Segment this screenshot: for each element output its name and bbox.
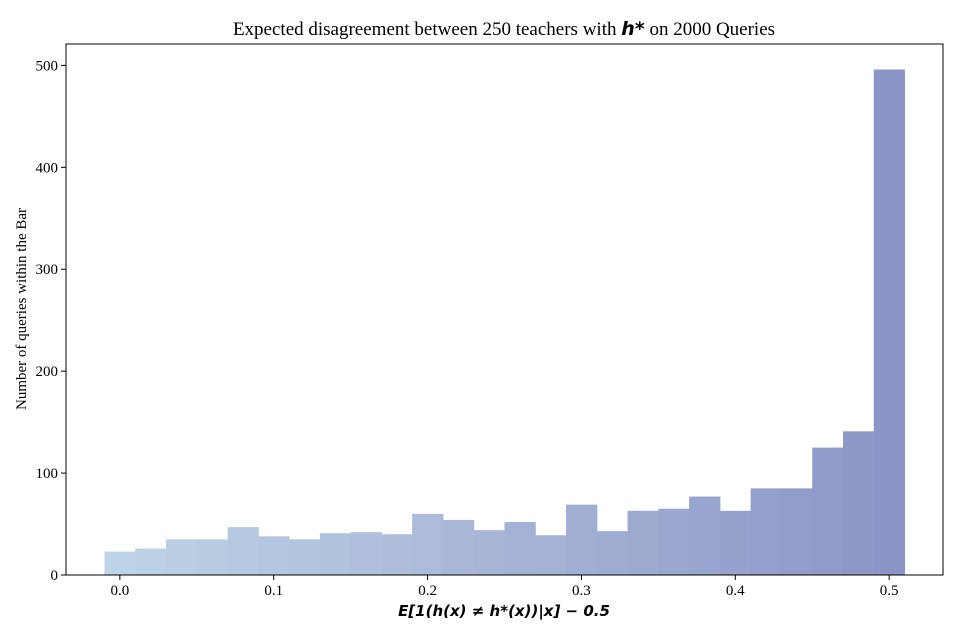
bars-group [104,69,906,575]
histogram-bar [873,69,906,575]
y-tick-label: 100 [36,466,59,482]
y-axis-label: Number of queries within the Bar [14,208,30,410]
histogram-bar [227,527,259,575]
y-tick-label: 300 [36,262,59,278]
histogram-bar [166,539,198,575]
x-tick-label: 0.0 [110,583,129,599]
y-tick-label: 500 [36,58,59,74]
histogram-bar [319,533,352,575]
x-axis-label: E[1(h(x) ≠ h*(x))|x] − 0.5 [398,602,610,621]
y-tick-label: 200 [36,364,59,380]
histogram-bar [812,447,844,575]
chart-title: Expected disagreement between 250 teache… [233,18,775,40]
y-axis-ticks: 0 100 200 300 400 500 [36,58,66,584]
x-tick-label: 0.5 [880,583,899,599]
histogram-bar [135,548,167,575]
histogram-bar [596,531,629,575]
chart-title-prefix: Expected disagreement between 250 teache… [233,19,621,40]
histogram-bar [258,536,290,575]
y-tick-label: 400 [36,160,59,176]
histogram-bar [350,532,382,575]
histogram-bar [781,488,813,575]
x-tick-label: 0.2 [418,583,437,599]
axes-frame [65,43,944,576]
histogram-bar [504,522,536,575]
histogram-bar [658,508,690,575]
histogram-bar [535,535,567,575]
histogram-bar [289,539,321,575]
histogram-bar [566,504,598,575]
histogram-bar [750,488,782,575]
histogram-bar [442,519,475,575]
histogram-bar [381,534,413,575]
chart-title-suffix: on 2000 Queries [645,19,775,40]
histogram-bar [627,510,659,575]
y-tick-label: 0 [51,568,59,584]
x-tick-label: 0.4 [726,583,745,599]
histogram-bar [842,431,875,575]
histogram-bar [412,513,444,575]
histogram-bar [689,496,721,575]
histogram-bar [719,510,752,575]
histogram-bar [196,539,229,575]
chart-title-symbol: h* [621,18,645,40]
x-axis-ticks: 0.0 0.1 0.2 0.3 0.4 0.5 [110,575,899,599]
histogram-bar [473,530,505,575]
x-tick-label: 0.1 [264,583,283,599]
histogram-bar [104,551,136,575]
x-tick-label: 0.3 [572,583,591,599]
